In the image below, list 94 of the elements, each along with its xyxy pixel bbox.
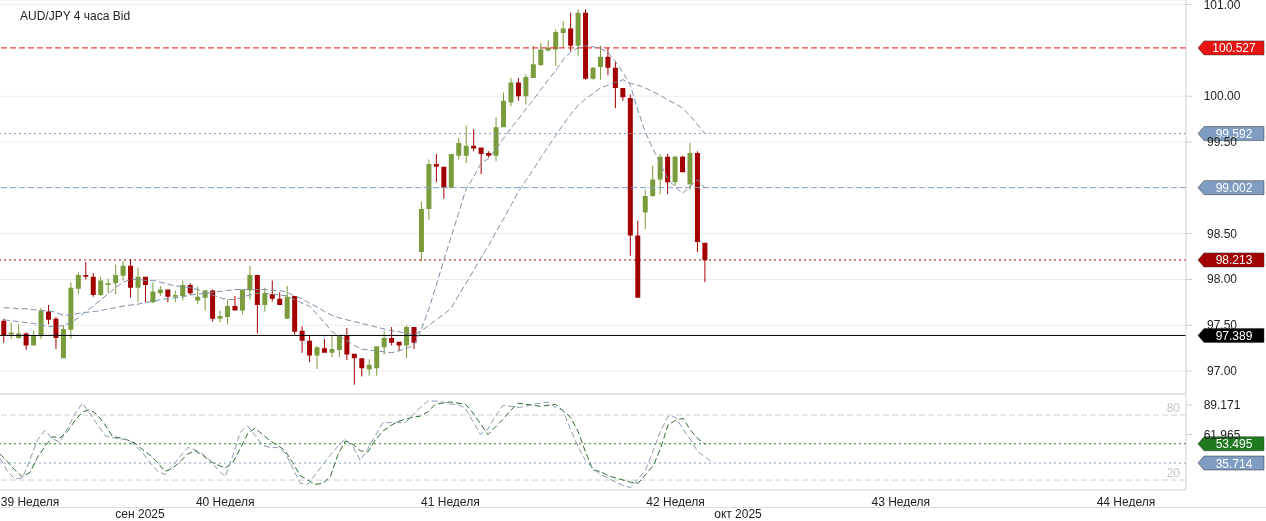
candlestick (284, 285, 290, 319)
candlestick (75, 272, 81, 295)
candlestick (530, 45, 536, 78)
candlestick (292, 295, 298, 335)
candlestick (329, 335, 335, 358)
candlestick (46, 305, 51, 325)
candlestick (262, 287, 268, 312)
candlestick (374, 346, 380, 376)
candlestick (463, 125, 469, 164)
candlestick (254, 274, 260, 334)
candlestick (426, 159, 432, 220)
ref-line-label: 97.389 (1215, 328, 1253, 343)
candlestick (150, 282, 156, 304)
candlestick (381, 330, 387, 355)
candlestick (523, 74, 529, 105)
candlestick (314, 346, 320, 370)
candlestick (366, 359, 372, 376)
candlestick (135, 267, 141, 303)
candlestick (665, 153, 671, 195)
y-tick-label: 89.171 (1203, 398, 1241, 413)
candlestick (195, 286, 201, 305)
candlestick (210, 289, 216, 322)
candlestick (68, 282, 74, 340)
candlestick (478, 147, 484, 175)
candlestick (515, 77, 521, 101)
text: сен 2025 (115, 507, 165, 521)
candlestick (493, 117, 499, 162)
y-tick-label: 101.00 (1203, 0, 1241, 12)
candlestick (307, 335, 313, 362)
candlestick (351, 353, 357, 385)
candlestick (456, 138, 462, 160)
candlestick (90, 273, 96, 297)
candlestick (657, 153, 663, 195)
candlestick (642, 189, 648, 230)
candlestick (597, 45, 603, 80)
candlestick (560, 21, 566, 48)
candlestick (501, 92, 507, 128)
ref-line-label: 98.213 (1215, 253, 1253, 268)
candlestick (120, 261, 126, 281)
candlestick (217, 310, 223, 323)
candlestick (299, 326, 305, 353)
candlestick (172, 290, 178, 303)
candlestick (225, 299, 231, 325)
candlestick (105, 278, 111, 294)
candlestick (98, 276, 104, 296)
candlestick (389, 327, 395, 346)
candlestick (344, 328, 350, 361)
candlestick (694, 151, 700, 252)
candlestick (1, 318, 7, 343)
candlestick (113, 264, 119, 295)
candlestick (247, 265, 253, 300)
candlestick (627, 94, 633, 256)
text: окт 2025 (714, 507, 762, 521)
candlestick (239, 289, 245, 315)
ref-line-label: 80 (1166, 401, 1181, 416)
candlestick (612, 61, 618, 109)
y-tick-label: 98.00 (1206, 272, 1238, 287)
candlestick (418, 201, 424, 262)
ref-line-label: 99.002 (1215, 181, 1253, 196)
candlestick (471, 129, 477, 152)
line-series (3, 45, 706, 354)
candlestick (277, 292, 283, 306)
candlestick (180, 280, 186, 301)
candlestick (441, 166, 447, 199)
candlestick (568, 12, 574, 52)
ref-line-label: 20 (1166, 466, 1181, 481)
candlestick (650, 165, 656, 197)
candlestick (448, 153, 454, 189)
candlestick (232, 295, 238, 311)
candlestick (687, 142, 693, 190)
candlestick (433, 153, 439, 183)
candlestick (672, 155, 678, 186)
candlestick (575, 9, 581, 56)
candlestick (60, 325, 66, 359)
candlestick (486, 151, 492, 158)
ref-line-label: 53.495 (1215, 437, 1253, 452)
y-tick-label: 100.00 (1203, 89, 1241, 104)
candlestick (590, 66, 596, 80)
candlestick (605, 47, 611, 76)
candlestick (404, 325, 410, 359)
ref-line-label: 35.714 (1215, 456, 1253, 471)
candlestick (553, 29, 559, 66)
text: AUD/JPY 4 часа Bid (20, 9, 131, 23)
candlestick (321, 339, 327, 353)
y-tick-label: 98.50 (1206, 226, 1238, 241)
candlestick (508, 77, 514, 107)
candlestick (583, 9, 589, 80)
candlestick (680, 155, 686, 173)
candlestick (538, 43, 544, 66)
y-tick-label: 97.00 (1206, 364, 1238, 379)
candlestick (165, 289, 171, 303)
ref-line-label: 100.527 (1212, 41, 1257, 56)
candlestick (359, 358, 365, 377)
candlestick (620, 87, 626, 101)
